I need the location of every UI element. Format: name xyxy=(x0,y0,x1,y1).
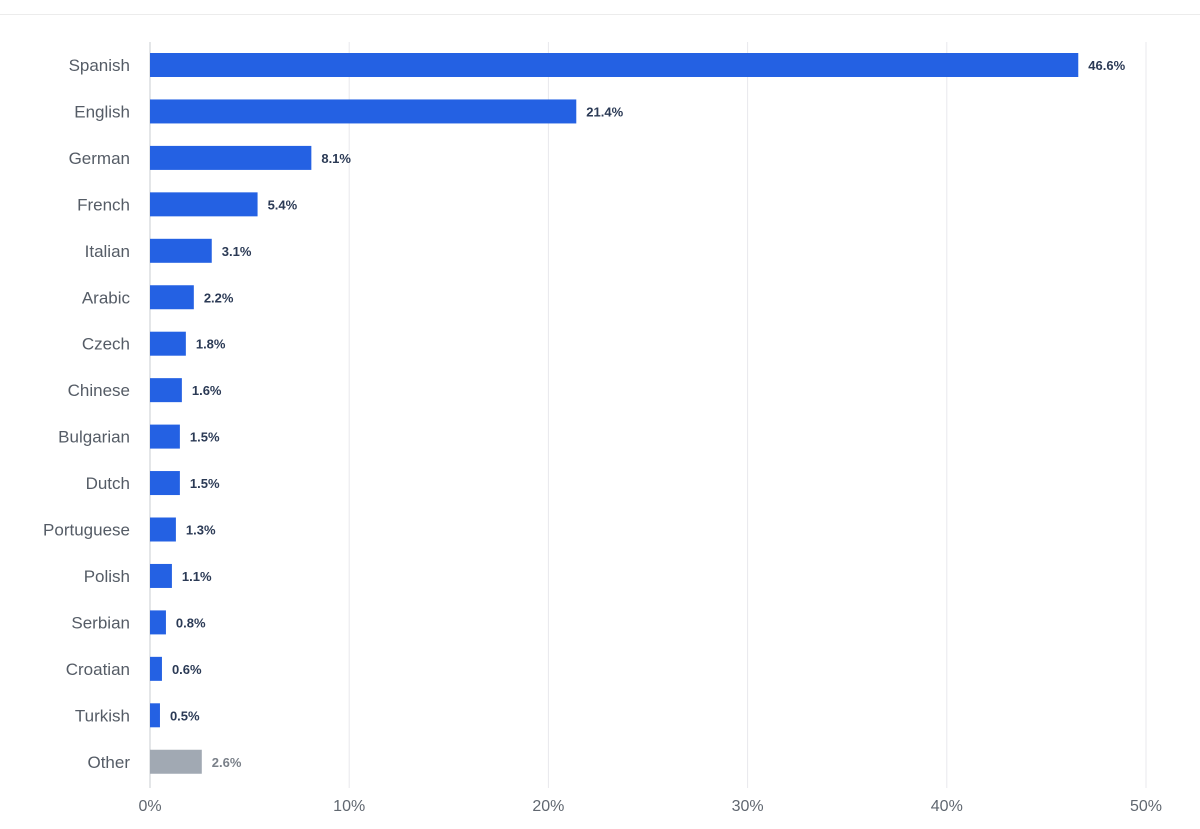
value-label: 3.1% xyxy=(222,244,252,259)
bar xyxy=(150,378,182,403)
value-label: 0.8% xyxy=(176,615,206,630)
top-divider xyxy=(0,14,1200,15)
value-label: 8.1% xyxy=(321,151,351,166)
value-label: 2.6% xyxy=(212,755,242,770)
category-label: Dutch xyxy=(86,474,130,493)
value-label: 1.1% xyxy=(182,569,212,584)
category-label: Chinese xyxy=(68,381,130,400)
value-label: 1.3% xyxy=(186,523,216,538)
x-tick-label: 30% xyxy=(732,798,764,815)
bar xyxy=(150,285,194,310)
value-label: 1.8% xyxy=(196,337,226,352)
category-label: Serbian xyxy=(71,613,130,632)
category-label: English xyxy=(74,102,130,121)
category-label: Italian xyxy=(85,242,130,261)
bar xyxy=(150,563,172,588)
value-label: 46.6% xyxy=(1088,58,1125,73)
x-tick-label: 50% xyxy=(1130,798,1162,815)
bar xyxy=(150,53,1079,77)
category-label: Spanish xyxy=(69,56,130,75)
bar xyxy=(150,424,180,449)
category-label: Polish xyxy=(84,567,130,586)
value-label: 1.5% xyxy=(190,430,220,445)
bar xyxy=(150,656,162,681)
value-label: 2.2% xyxy=(204,290,234,305)
bar xyxy=(150,99,577,124)
bar xyxy=(150,703,160,728)
value-label: 1.6% xyxy=(192,383,222,398)
category-label: Arabic xyxy=(82,288,131,307)
value-label: 21.4% xyxy=(586,104,623,119)
bar xyxy=(150,471,180,496)
category-label: Turkish xyxy=(75,706,130,725)
bar xyxy=(150,749,202,774)
bar xyxy=(150,610,166,635)
x-tick-label: 20% xyxy=(532,798,564,815)
value-label: 0.6% xyxy=(172,662,202,677)
bar xyxy=(150,145,312,170)
value-label: 5.4% xyxy=(268,197,298,212)
x-tick-label: 10% xyxy=(333,798,365,815)
category-label: Portuguese xyxy=(43,521,130,540)
category-label: Croatian xyxy=(66,660,130,679)
bar xyxy=(150,517,176,542)
bar xyxy=(150,192,258,217)
x-tick-label: 0% xyxy=(138,798,161,815)
category-label: Czech xyxy=(82,335,130,354)
value-label: 0.5% xyxy=(170,708,200,723)
x-tick-label: 40% xyxy=(931,798,963,815)
category-label: French xyxy=(77,195,130,214)
category-label: German xyxy=(69,149,130,168)
category-label: Bulgarian xyxy=(58,428,130,447)
value-label: 1.5% xyxy=(190,476,220,491)
bar xyxy=(150,238,212,263)
category-label: Other xyxy=(87,753,130,772)
bar xyxy=(150,331,186,356)
